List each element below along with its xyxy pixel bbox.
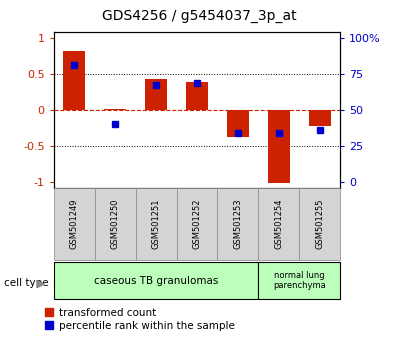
Bar <box>145 79 167 110</box>
Bar <box>54 188 95 260</box>
Bar <box>136 188 177 260</box>
Text: ▶: ▶ <box>37 278 45 288</box>
Text: GSM501249: GSM501249 <box>70 199 79 249</box>
Bar <box>63 51 86 110</box>
Bar <box>95 188 136 260</box>
Bar <box>227 110 249 137</box>
Bar <box>104 109 127 110</box>
Bar <box>54 262 258 299</box>
Bar <box>299 188 340 260</box>
Text: GSM501252: GSM501252 <box>193 199 201 249</box>
Bar <box>258 188 299 260</box>
Bar <box>177 188 217 260</box>
Bar <box>258 262 340 299</box>
Bar <box>267 110 290 183</box>
Bar <box>186 82 208 110</box>
Bar <box>217 188 258 260</box>
Legend: transformed count, percentile rank within the sample: transformed count, percentile rank withi… <box>45 308 234 331</box>
Text: cell type: cell type <box>4 278 49 288</box>
Text: normal lung
parenchyma: normal lung parenchyma <box>273 271 326 290</box>
Bar <box>308 110 331 126</box>
Text: GSM501250: GSM501250 <box>111 199 120 249</box>
Text: GSM501254: GSM501254 <box>274 199 283 249</box>
Text: GDS4256 / g5454037_3p_at: GDS4256 / g5454037_3p_at <box>101 9 297 23</box>
Text: GSM501255: GSM501255 <box>315 199 324 249</box>
Text: caseous TB granulomas: caseous TB granulomas <box>94 275 218 286</box>
Text: GSM501251: GSM501251 <box>152 199 160 249</box>
Text: GSM501253: GSM501253 <box>234 199 242 249</box>
